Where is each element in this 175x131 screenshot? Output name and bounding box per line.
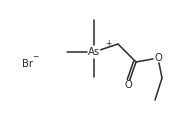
- Text: Br: Br: [22, 59, 33, 69]
- Text: O: O: [124, 80, 132, 90]
- Text: O: O: [154, 53, 162, 63]
- Text: +: +: [105, 39, 111, 48]
- Text: As: As: [88, 47, 100, 57]
- Text: −: −: [32, 53, 38, 61]
